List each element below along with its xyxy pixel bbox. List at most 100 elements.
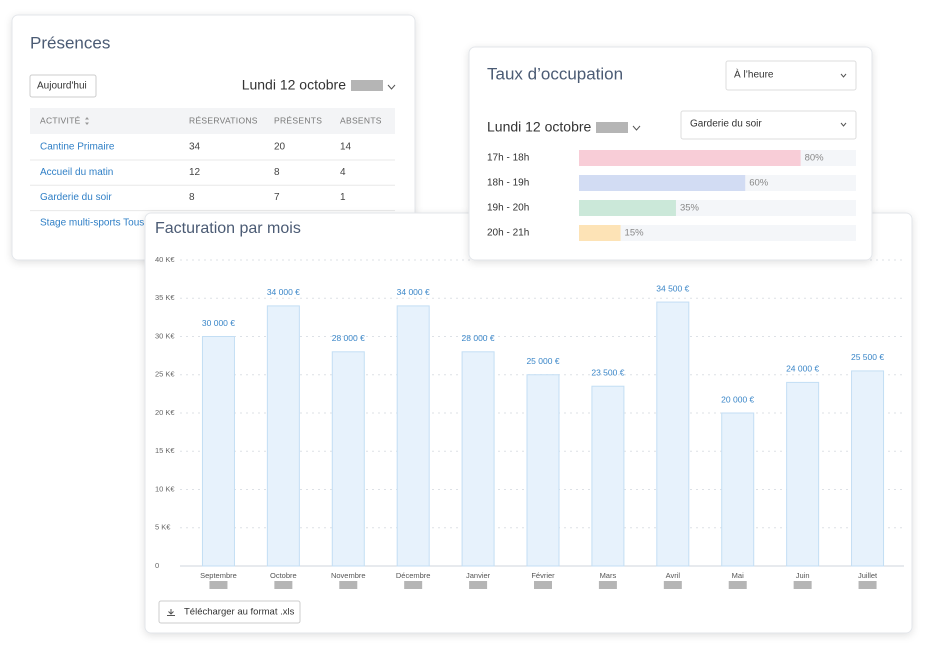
today-button-label[interactable]: Aujourd'hui <box>37 81 87 92</box>
activity-link: Accueil du matin <box>40 167 113 178</box>
redacted <box>596 122 628 133</box>
column-header: ACTIVITÉ <box>40 115 81 125</box>
period-select-label[interactable]: À l’heure <box>734 68 774 81</box>
redacted <box>209 581 228 589</box>
bar <box>579 175 746 191</box>
y-tick-label: 40 K€ <box>155 255 175 264</box>
activity-select-label[interactable]: Garderie du soir <box>690 119 762 130</box>
bar <box>721 412 755 567</box>
value-label: 15% <box>625 228 645 239</box>
redacted <box>351 80 383 91</box>
x-tick-label: Janvier <box>466 571 491 580</box>
bar-track <box>579 225 856 241</box>
table-header <box>30 108 395 134</box>
redacted <box>534 581 552 589</box>
period-select[interactable] <box>725 60 857 91</box>
activity-select[interactable] <box>680 110 857 140</box>
y-tick-label: 5 K€ <box>155 523 171 532</box>
redacted <box>469 581 488 589</box>
redacted <box>793 581 812 589</box>
redacted <box>858 581 877 589</box>
value-label: 28 000 € <box>462 333 495 343</box>
x-tick-label: Mars <box>600 571 617 580</box>
value-label: 23 500 € <box>591 367 624 377</box>
redacted <box>598 581 617 589</box>
download-label[interactable]: Télécharger au format .xls <box>184 607 295 618</box>
chevron <box>387 84 396 90</box>
row-label: 18h - 19h <box>487 178 529 189</box>
value-label: 30 000 € <box>202 318 235 328</box>
bar <box>266 305 300 567</box>
row-label: 20h - 21h <box>487 228 529 239</box>
x-tick-label: Octobre <box>270 571 297 580</box>
table-cell: 4 <box>340 167 346 178</box>
activity-link: Cantine Primaire <box>40 142 115 153</box>
column-header: PRÉSENTS <box>274 115 322 125</box>
table-cell: 34 <box>189 142 201 153</box>
y-tick-label: 0 <box>155 561 159 570</box>
y-tick-label: 10 K€ <box>155 484 175 493</box>
value-label: 35% <box>680 203 700 214</box>
date-picker[interactable]: Lundi 12 octobre <box>242 77 347 93</box>
value-label: 60% <box>749 178 769 189</box>
x-tick-label: Février <box>531 571 555 580</box>
today-button[interactable] <box>29 74 97 98</box>
y-tick-label: 35 K€ <box>155 293 175 302</box>
bar <box>396 305 430 567</box>
download-icon <box>167 609 175 616</box>
value-label: 20 000 € <box>721 394 754 404</box>
value-label: 28 000 € <box>332 333 365 343</box>
table-cell: 1 <box>340 192 346 203</box>
redacted <box>274 581 293 589</box>
x-tick-label: Novembre <box>331 571 366 580</box>
bar <box>526 374 560 567</box>
date-picker[interactable]: Lundi 12 octobre <box>487 119 592 135</box>
value-label: 24 000 € <box>786 364 819 374</box>
bar <box>579 150 801 166</box>
row-label: 19h - 20h <box>487 203 529 214</box>
card-title: Présences <box>30 33 110 52</box>
bar <box>591 385 625 567</box>
redacted <box>339 581 358 589</box>
x-tick-label: Mai <box>732 571 744 580</box>
row-label: 17h - 18h <box>487 153 529 164</box>
table-cell: 12 <box>189 167 201 178</box>
occupation-card: Taux d’occupation À l’heure Lundi 12 oct… <box>468 46 873 261</box>
bar <box>579 200 676 216</box>
table-cell: 8 <box>274 167 280 178</box>
value-label: 34 000 € <box>397 287 430 297</box>
redacted <box>663 581 682 589</box>
activity-link: Garderie du soir <box>40 192 112 203</box>
x-tick-label: Avril <box>666 571 681 580</box>
value-label: 25 500 € <box>851 352 884 362</box>
bar <box>331 351 365 567</box>
bar <box>201 336 235 567</box>
presences-card: Présences Aujourd'hui Lundi 12 octobre A… <box>11 14 416 261</box>
value-label: 80% <box>805 153 825 164</box>
y-tick-label: 15 K€ <box>155 446 175 455</box>
y-tick-label: 20 K€ <box>155 408 175 417</box>
card-title: Taux d’occupation <box>487 64 623 83</box>
sort-icon <box>85 117 89 125</box>
chevron <box>632 125 641 131</box>
y-tick-label: 30 K€ <box>155 331 175 340</box>
download-button[interactable] <box>158 600 301 624</box>
card-title: Facturation par mois <box>155 220 301 237</box>
table-cell: 20 <box>274 142 286 153</box>
value-label: 25 000 € <box>526 356 559 366</box>
bar <box>656 301 690 567</box>
column-header: ABSENTS <box>340 115 382 125</box>
value-label: 34 000 € <box>267 287 300 297</box>
billing-card: Facturation par mois Télécharger au form… <box>144 212 913 634</box>
table-cell: 7 <box>274 192 280 203</box>
y-tick-label: 25 K€ <box>155 370 175 379</box>
bar <box>461 351 495 567</box>
redacted <box>404 581 423 589</box>
redacted <box>728 581 747 589</box>
x-tick-label: Juin <box>796 571 810 580</box>
chevron <box>840 73 847 78</box>
table-cell: 8 <box>189 192 195 203</box>
column-header: RÉSERVATIONS <box>189 115 258 125</box>
x-tick-label: Juillet <box>858 571 878 580</box>
